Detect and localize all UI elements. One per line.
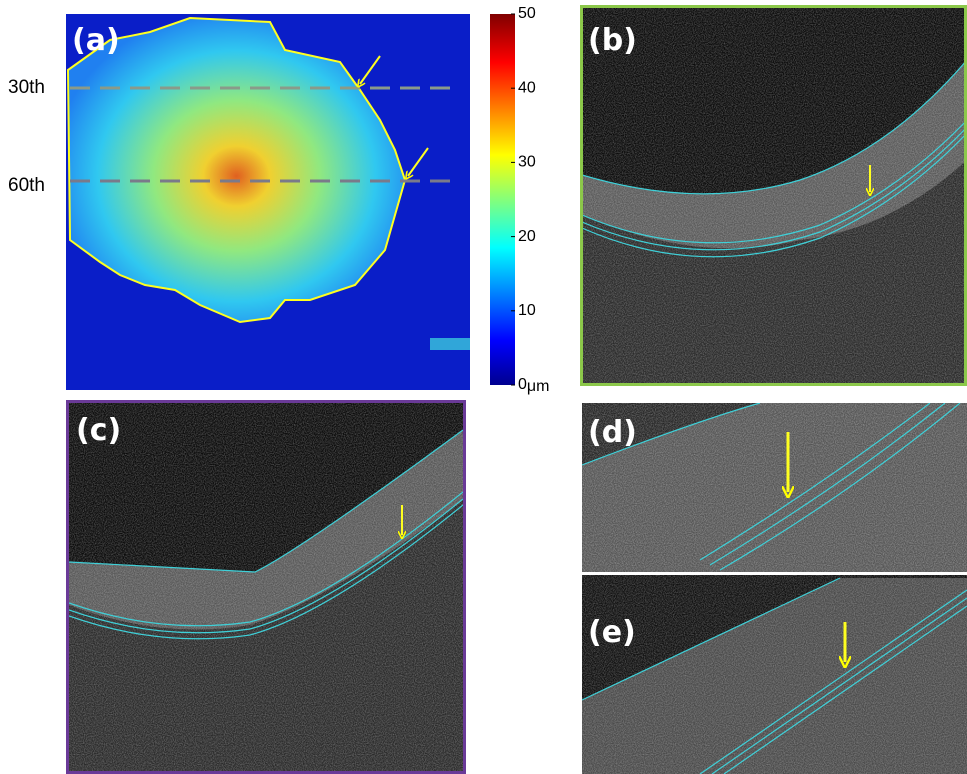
colorbar-scale [490,14,515,385]
colorbar-unit: μm [527,378,550,395]
colorbar-tick-label: 0 [518,376,527,393]
panel-label: (e) [588,615,636,650]
speckle [582,575,967,774]
colorbar-tick-label: 10 [518,302,536,319]
colorbar: 0 10 20 30 40 50 μm [490,5,549,395]
row-label: 60th [8,175,45,196]
colorbar-tick-label: 20 [518,228,536,245]
colorbar-tick-label: 40 [518,79,536,96]
colorbar-tick-label: 30 [518,154,536,171]
artifact [430,338,470,350]
panel-d [582,403,967,572]
panel-label: (c) [76,413,121,448]
panel-label: (b) [588,23,637,58]
panel-c [66,400,466,774]
panel-label: (a) [72,23,120,58]
panel-a: (a) 30th 60th [8,14,470,390]
colorbar-tick-label: 50 [518,5,536,22]
speckle [66,400,466,774]
row-label: 30th [8,77,45,98]
speckle [580,5,967,385]
panel-label: (d) [588,415,637,450]
figure: (a) 30th 60th 0 10 20 30 40 50 μm (b) (c) [0,0,967,774]
panel-b [580,5,967,385]
speckle [582,403,967,572]
panel-e [582,575,967,774]
